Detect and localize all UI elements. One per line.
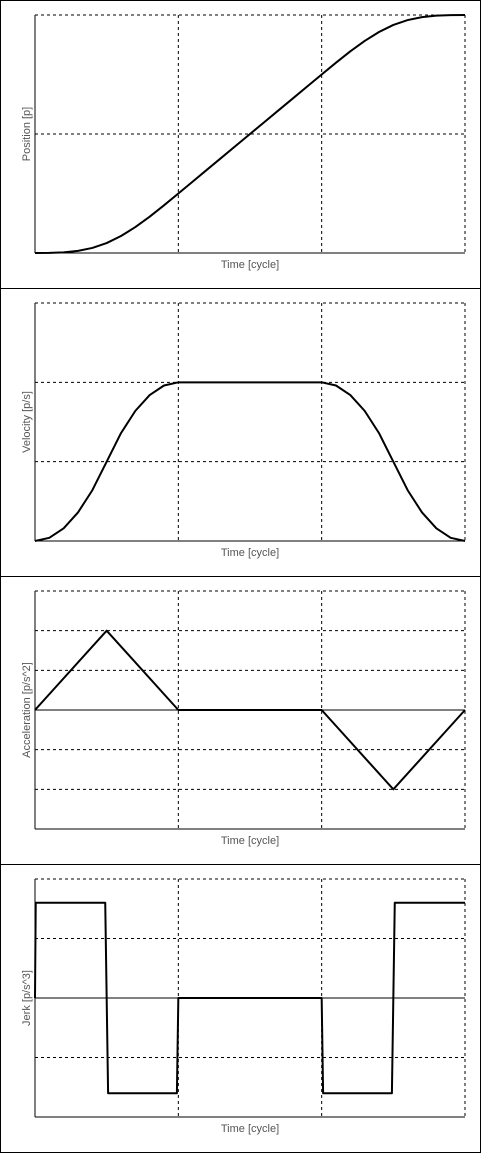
y-axis-label: Velocity [p/s] bbox=[21, 391, 33, 453]
panel-border bbox=[0, 864, 481, 1153]
panel-border bbox=[0, 0, 481, 289]
panel-border bbox=[0, 576, 481, 865]
x-axis-label: Time [cycle] bbox=[221, 1123, 279, 1135]
line bbox=[34, 14, 466, 254]
y-axis-label: Acceleration [p/s^2] bbox=[21, 662, 33, 758]
y-axis-label: Position [p] bbox=[21, 107, 33, 161]
y-axis-label: Jerk [p/s^3] bbox=[21, 970, 33, 1026]
line bbox=[34, 629, 466, 791]
line bbox=[34, 381, 466, 542]
panel-border bbox=[0, 288, 481, 577]
x-axis-label: Time [cycle] bbox=[221, 259, 279, 271]
x-axis-label: Time [cycle] bbox=[221, 547, 279, 559]
line bbox=[34, 901, 465, 1095]
x-axis-label: Time [cycle] bbox=[221, 835, 279, 847]
